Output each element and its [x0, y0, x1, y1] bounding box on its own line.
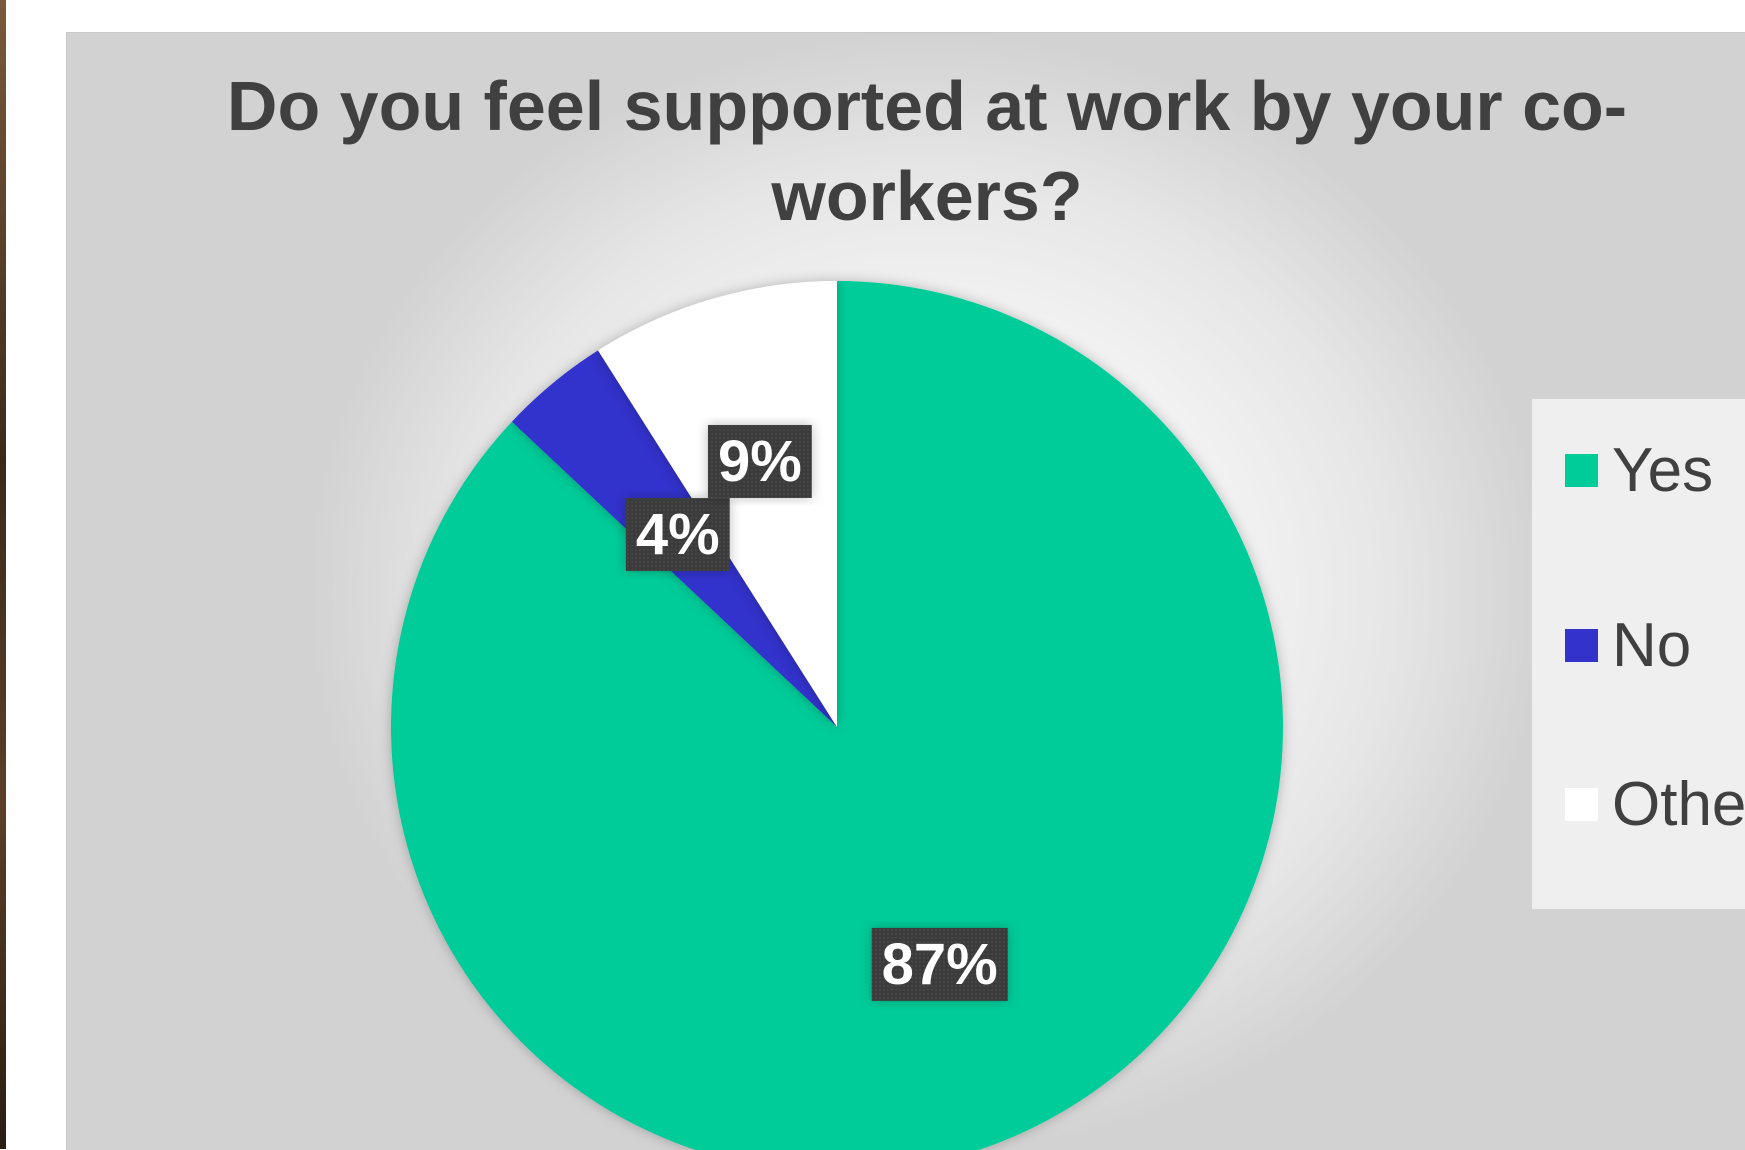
pie-slice-yes	[391, 281, 1283, 1150]
legend-item-no: No	[1532, 610, 1691, 680]
data-label-yes: 87%	[871, 927, 1008, 1001]
legend-label-other: Other	[1612, 769, 1745, 839]
legend-swatch-other	[1565, 787, 1598, 821]
data-label-background	[625, 498, 730, 572]
legend: Yes No Other	[1532, 399, 1745, 909]
legend-swatch-yes	[1565, 453, 1598, 487]
chart-title: Do you feel supported at work by your co…	[226, 67, 1628, 235]
left-edge-strip	[0, 0, 6, 1149]
data-label-background	[871, 927, 1008, 1001]
legend-swatch-no	[1565, 628, 1598, 662]
legend-label-yes: Yes	[1612, 435, 1714, 505]
data-label-text: 87%	[882, 932, 998, 997]
data-label-text: 4%	[636, 502, 720, 567]
legend-label-no: No	[1612, 610, 1692, 680]
pie-chart: 87% 4% 9%	[391, 281, 1283, 1150]
legend-item-yes: Yes	[1532, 435, 1713, 505]
legend-item-other: Other	[1532, 769, 1745, 839]
data-label-other: 9%	[707, 424, 812, 498]
data-label-background	[707, 424, 812, 498]
data-label-text: 9%	[718, 429, 802, 494]
data-label-no: 4%	[625, 498, 730, 572]
chart-area: Do you feel supported at work by your co…	[66, 32, 1745, 1150]
